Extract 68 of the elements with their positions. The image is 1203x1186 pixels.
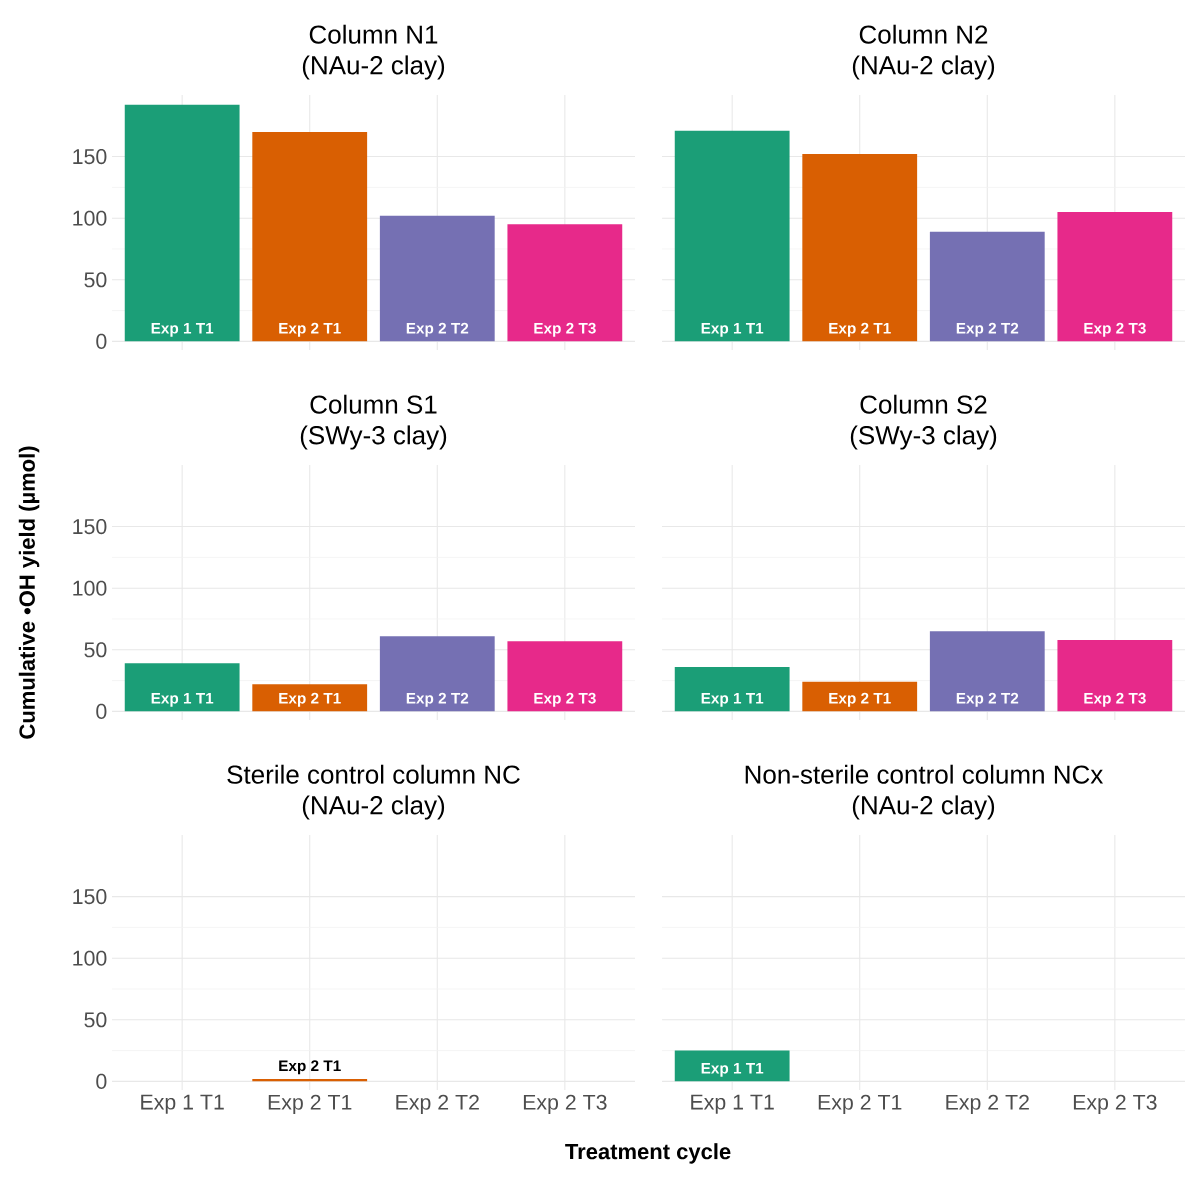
bar [1057,639,1173,712]
chart-subtitle: (NAu-2 clay) [852,795,995,820]
bar [124,663,240,712]
x-tick-label: Exp 1 T1 [141,1094,224,1114]
category-label: Exp 2 T1 [279,1060,341,1075]
chart-subtitle: (NAu-2 clay) [852,55,995,80]
bar [252,684,368,712]
category-label: Exp 2 T1 [829,692,891,707]
category-label: Exp 1 T1 [701,692,764,707]
chart-title: Column N2 [859,24,988,44]
y-tick-label: 150 [73,889,107,905]
x-tick-label: Exp 2 T3 [523,1094,607,1115]
category-label: Exp 2 T3 [534,322,596,337]
chart-title: Non-sterile control column NCx [745,764,1104,784]
category-label: Exp 2 T3 [1084,322,1146,337]
chart-subtitle: (NAu-2 clay) [302,795,445,820]
y-axis-title: Cumulative •OH yield (µmol) [18,446,40,739]
x-axis-title: Treatment cycle [565,1143,731,1164]
bar [929,631,1045,712]
category-label: Exp 2 T2 [406,692,469,707]
chart-title: Column S1 [310,394,437,414]
category-label: Exp 2 T3 [1084,692,1146,707]
category-label: Exp 2 T2 [956,322,1019,337]
bar [379,215,495,342]
category-label: Exp 1 T1 [151,692,214,707]
y-tick-label: 50 [84,642,107,658]
bar [674,667,790,712]
chart-title: Sterile control column NC [227,764,520,784]
category-label: Exp 2 T1 [279,322,341,337]
y-tick-label: 0 [96,1073,107,1089]
bar [124,104,240,342]
category-label: Exp 1 T1 [151,322,214,337]
category-label: Exp 2 T2 [406,322,469,337]
category-label: Exp 1 T1 [701,1062,764,1077]
y-tick-label: 150 [73,519,107,535]
bar [929,231,1045,342]
y-tick-label: 50 [84,272,107,288]
category-label: Exp 2 T1 [829,322,891,337]
x-tick-label: Exp 1 T1 [691,1094,774,1114]
category-label: Exp 2 T3 [534,692,596,707]
x-tick-label: Exp 2 T1 [818,1094,902,1115]
x-tick-label: Exp 2 T2 [396,1094,479,1115]
bar [802,681,918,712]
chart-subtitle: (SWy-3 clay) [850,425,997,450]
y-tick-label: 100 [73,580,107,596]
bar [507,641,623,712]
category-label: Exp 2 T1 [279,692,341,707]
chart-subtitle: (NAu-2 clay) [302,55,445,80]
category-label: Exp 2 T2 [956,692,1019,707]
y-tick-label: 100 [73,210,107,226]
bar [802,154,918,342]
y-tick-label: 150 [73,149,107,165]
x-tick-label: Exp 2 T2 [946,1094,1029,1115]
bar [252,131,368,342]
category-label: Exp 1 T1 [701,322,764,337]
chart-subtitle: (SWy-3 clay) [300,425,447,450]
bar [674,130,790,342]
y-tick-label: 50 [84,1012,107,1028]
bar [507,224,623,342]
x-tick-label: Exp 2 T1 [268,1094,352,1115]
y-tick-label: 0 [96,333,107,349]
bar [379,636,495,712]
y-tick-label: 100 [73,950,107,966]
chart-title: Column N1 [309,24,438,44]
y-tick-label: 0 [96,703,107,719]
x-tick-label: Exp 2 T3 [1073,1094,1157,1115]
bar [1057,212,1173,342]
chart-title: Column S2 [860,394,987,414]
